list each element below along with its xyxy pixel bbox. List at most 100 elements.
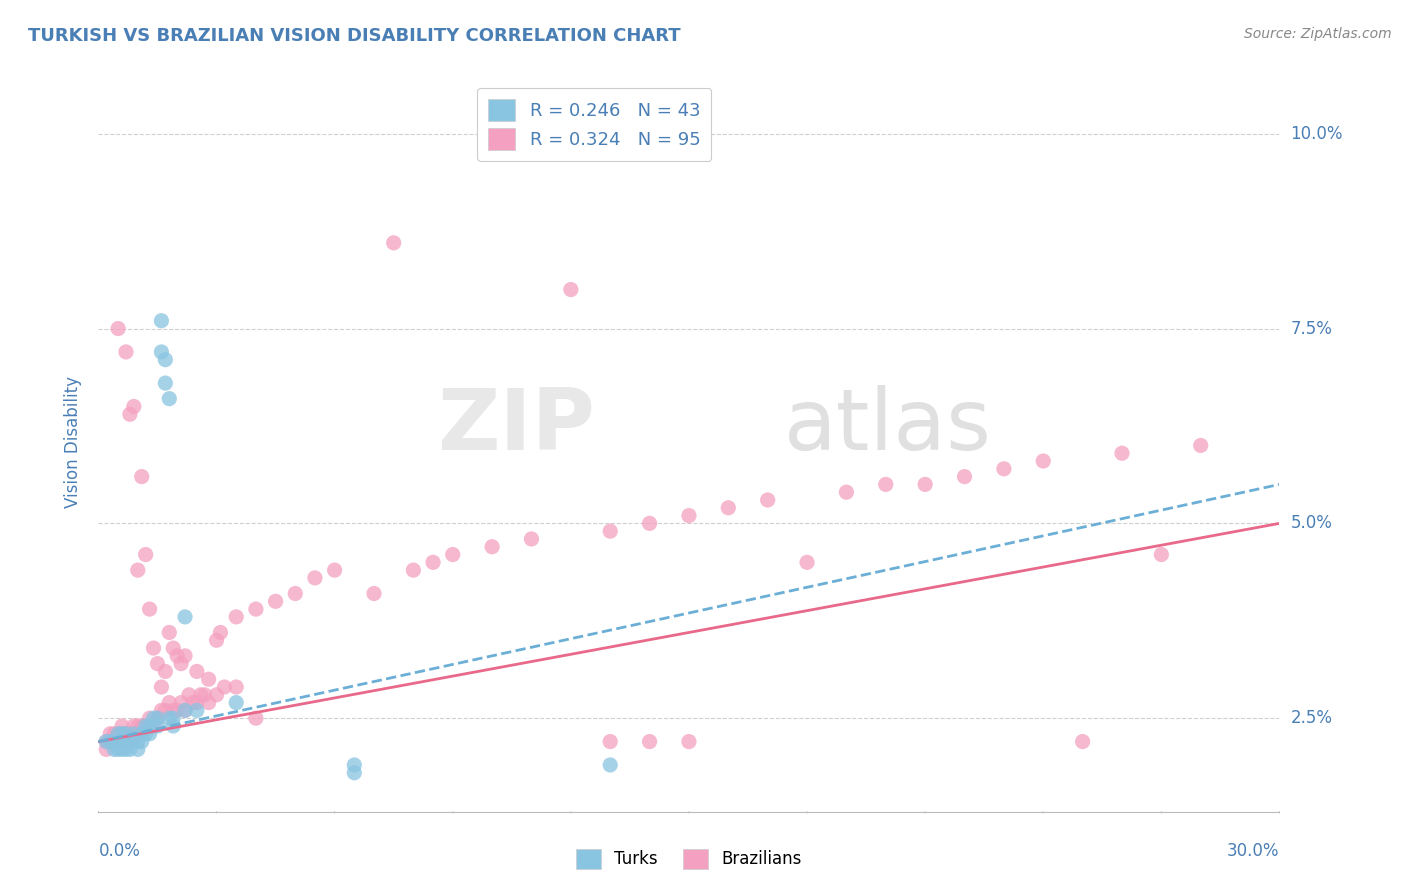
Point bbox=[363, 586, 385, 600]
Point bbox=[115, 734, 138, 748]
Point bbox=[170, 657, 193, 671]
Point bbox=[174, 703, 197, 717]
Point bbox=[122, 727, 145, 741]
Point bbox=[197, 672, 219, 686]
Point bbox=[142, 641, 165, 656]
Point bbox=[122, 727, 145, 741]
Point bbox=[155, 665, 177, 679]
Point bbox=[1071, 734, 1094, 748]
Text: 5.0%: 5.0% bbox=[1291, 515, 1333, 533]
Point bbox=[135, 727, 157, 741]
Point bbox=[214, 680, 236, 694]
Point bbox=[122, 719, 145, 733]
Point bbox=[162, 641, 184, 656]
Point bbox=[96, 734, 118, 748]
Point bbox=[115, 345, 138, 359]
Point bbox=[638, 516, 661, 531]
Point bbox=[122, 400, 145, 414]
Point bbox=[209, 625, 232, 640]
Point bbox=[835, 485, 858, 500]
Point bbox=[1032, 454, 1054, 468]
Point bbox=[142, 711, 165, 725]
Point bbox=[441, 548, 464, 562]
Point bbox=[127, 742, 149, 756]
Point bbox=[205, 633, 228, 648]
Point bbox=[678, 508, 700, 523]
Point bbox=[127, 727, 149, 741]
Point bbox=[875, 477, 897, 491]
Point bbox=[914, 477, 936, 491]
Point bbox=[103, 734, 125, 748]
Point bbox=[127, 563, 149, 577]
Point bbox=[107, 734, 129, 748]
Point bbox=[150, 314, 173, 328]
Point bbox=[343, 765, 366, 780]
Point bbox=[150, 703, 173, 717]
Point bbox=[107, 734, 129, 748]
Point bbox=[122, 734, 145, 748]
Point bbox=[111, 734, 134, 748]
Point bbox=[150, 345, 173, 359]
Point bbox=[166, 703, 188, 717]
Point bbox=[155, 376, 177, 390]
Point bbox=[131, 469, 153, 483]
Y-axis label: Vision Disability: Vision Disability bbox=[65, 376, 83, 508]
Text: 10.0%: 10.0% bbox=[1291, 125, 1343, 143]
Point bbox=[127, 719, 149, 733]
Text: 30.0%: 30.0% bbox=[1227, 842, 1279, 860]
Point bbox=[599, 524, 621, 538]
Point bbox=[118, 742, 141, 756]
Point bbox=[131, 719, 153, 733]
Point bbox=[115, 742, 138, 756]
Point bbox=[138, 727, 160, 741]
Point bbox=[197, 696, 219, 710]
Point bbox=[717, 500, 740, 515]
Text: TURKISH VS BRAZILIAN VISION DISABILITY CORRELATION CHART: TURKISH VS BRAZILIAN VISION DISABILITY C… bbox=[28, 27, 681, 45]
Point bbox=[205, 688, 228, 702]
Point bbox=[186, 665, 208, 679]
Point bbox=[118, 407, 141, 421]
Point bbox=[98, 734, 121, 748]
Point bbox=[520, 532, 543, 546]
Point bbox=[157, 711, 180, 725]
Point bbox=[225, 680, 247, 694]
Point bbox=[118, 734, 141, 748]
Point bbox=[245, 602, 267, 616]
Legend: Turks, Brazilians: Turks, Brazilians bbox=[568, 840, 810, 878]
Point bbox=[162, 719, 184, 733]
Point bbox=[304, 571, 326, 585]
Point bbox=[225, 696, 247, 710]
Point bbox=[103, 734, 125, 748]
Text: 7.5%: 7.5% bbox=[1291, 319, 1333, 337]
Point bbox=[146, 711, 169, 725]
Point bbox=[560, 283, 582, 297]
Text: 2.5%: 2.5% bbox=[1291, 709, 1333, 727]
Point bbox=[157, 696, 180, 710]
Point bbox=[103, 742, 125, 756]
Point bbox=[796, 555, 818, 569]
Point bbox=[599, 734, 621, 748]
Text: 0.0%: 0.0% bbox=[98, 842, 141, 860]
Point bbox=[1189, 438, 1212, 452]
Point bbox=[103, 727, 125, 741]
Point bbox=[177, 688, 200, 702]
Point bbox=[135, 719, 157, 733]
Point bbox=[186, 696, 208, 710]
Point bbox=[146, 711, 169, 725]
Point bbox=[157, 625, 180, 640]
Point bbox=[993, 462, 1015, 476]
Point bbox=[107, 727, 129, 741]
Point bbox=[138, 711, 160, 725]
Point bbox=[115, 727, 138, 741]
Point bbox=[638, 734, 661, 748]
Point bbox=[181, 696, 204, 710]
Point bbox=[111, 727, 134, 741]
Point bbox=[111, 742, 134, 756]
Point bbox=[599, 758, 621, 772]
Point bbox=[155, 352, 177, 367]
Point bbox=[678, 734, 700, 748]
Point bbox=[135, 719, 157, 733]
Text: Source: ZipAtlas.com: Source: ZipAtlas.com bbox=[1244, 27, 1392, 41]
Point bbox=[142, 719, 165, 733]
Point bbox=[174, 648, 197, 663]
